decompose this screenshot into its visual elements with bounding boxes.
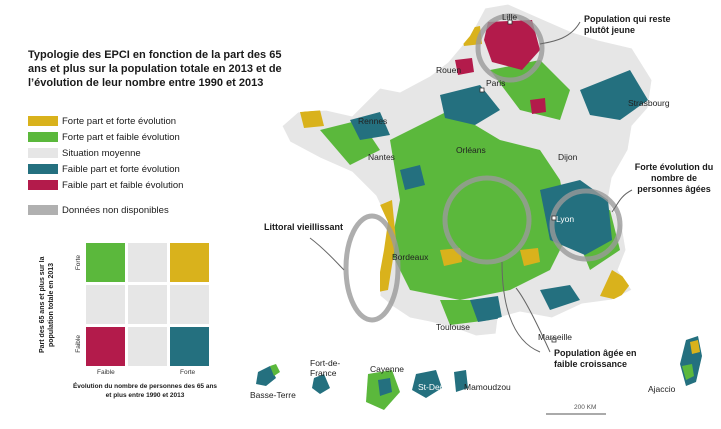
matrix-cell — [128, 327, 167, 366]
lens-centre — [442, 175, 532, 265]
city-label-bordeaux: Bordeaux — [392, 252, 429, 262]
city-label-lyon: Lyon — [556, 214, 575, 224]
city-marker-lyon — [551, 215, 557, 221]
martinique — [312, 374, 330, 394]
city-marker-paris — [479, 87, 485, 93]
matrix-y-label: Part des 65 ans et plus sur la populatio… — [39, 256, 55, 354]
arrow-faible-croissance — [501, 261, 541, 353]
city-marker-marseille — [551, 337, 557, 343]
legend-item: Forte part et faible évolution — [28, 129, 183, 145]
matrix-cell — [128, 285, 167, 324]
map-title: Typologie des EPCI en fonction de la par… — [28, 49, 282, 89]
lens-littoral — [343, 213, 401, 323]
city-label-rennes: Rennes — [358, 116, 388, 126]
legend-label: Forte part et faible évolution — [62, 131, 180, 143]
legend-swatch — [28, 116, 58, 126]
city-label-rouen: Rouen — [436, 65, 462, 75]
lens-lyon — [549, 188, 623, 262]
legend-label: Forte part et forte évolution — [62, 115, 177, 127]
legend-item: Situation moyenne — [28, 145, 183, 161]
mayotte — [454, 370, 468, 392]
city-label-ajaccio: Ajaccio — [648, 384, 676, 394]
city-label-marseille: Marseille — [538, 332, 573, 342]
city-label-dijon: Dijon — [558, 152, 578, 162]
arrow-littoral — [309, 237, 345, 271]
city-marker-lille — [507, 19, 513, 25]
guadeloupe — [256, 366, 276, 386]
matrix-cell — [86, 285, 125, 324]
legend-swatch — [28, 148, 58, 158]
callout-faible-croissance: Population âgée en faible croissance — [554, 348, 637, 369]
city-label-paris: Paris — [486, 78, 506, 88]
city-label-fort-de-france: Fort-de-France — [310, 358, 341, 378]
matrix-x-right: Forte — [180, 369, 196, 376]
legend-label: Situation moyenne — [62, 147, 141, 159]
matrix-y-top: Forte — [75, 255, 82, 271]
legend-item-nd: Données non disponibles — [28, 202, 183, 218]
city-label-toulouse: Toulouse — [436, 322, 471, 332]
legend-swatch — [28, 180, 58, 190]
city-label-lille: Lille — [502, 12, 518, 22]
matrix-cell — [128, 243, 167, 282]
epci-regions — [300, 20, 648, 325]
matrix-x-label: Évolution du nombre de personnes des 65 … — [72, 383, 218, 399]
matrix-cell-forte-faible — [86, 243, 125, 282]
reunion — [412, 370, 442, 398]
callout-forte-evolution: Forte évolution du nombre de personnes â… — [634, 162, 714, 194]
matrix-x-left: Faible — [97, 369, 115, 376]
city-label-saint-denis: St-Denis — [418, 382, 451, 392]
arrow-forte-evolution — [611, 189, 633, 213]
city-label-cayenne: Cayenne — [370, 364, 405, 374]
arrow-jeune — [539, 21, 581, 45]
legend-swatch — [28, 164, 58, 174]
matrix-cell-forte-forte — [170, 243, 209, 282]
matrix-cell — [170, 285, 209, 324]
city-label-mamoudzou: Mamoudzou — [464, 382, 511, 392]
scale-label: 200 KM — [574, 404, 597, 411]
france-map — [256, 3, 702, 415]
legend-item: Forte part et forte évolution — [28, 113, 183, 129]
city-label-strasbourg: Strasbourg — [628, 98, 670, 108]
arrow-faible-croissance-2 — [515, 287, 551, 353]
legend-swatch — [28, 132, 58, 142]
city-label-nantes: Nantes — [368, 152, 395, 162]
matrix-cell-faible-faible — [86, 327, 125, 366]
legend-label: Faible part et forte évolution — [62, 163, 180, 175]
matrix-cell-faible-forte — [170, 327, 209, 366]
lens-jeune — [475, 13, 545, 83]
city-label-orleans: Orléans — [456, 145, 486, 155]
legend-swatch — [28, 205, 58, 215]
legend: Forte part et forte évolution Forte part… — [28, 113, 183, 218]
legend-label: Faible part et faible évolution — [62, 179, 184, 191]
legend-item: Faible part et faible évolution — [28, 177, 183, 193]
callout-littoral: Littoral vieillissant — [264, 222, 344, 232]
city-label-basse-terre: Basse-Terre — [250, 390, 296, 400]
callout-jeune: Population qui reste plutôt jeune — [584, 14, 671, 35]
matrix-y-bottom: Faible — [75, 335, 82, 353]
legend-item: Faible part et forte évolution — [28, 161, 183, 177]
classification-matrix — [86, 243, 209, 367]
legend-label: Données non disponibles — [62, 204, 169, 216]
